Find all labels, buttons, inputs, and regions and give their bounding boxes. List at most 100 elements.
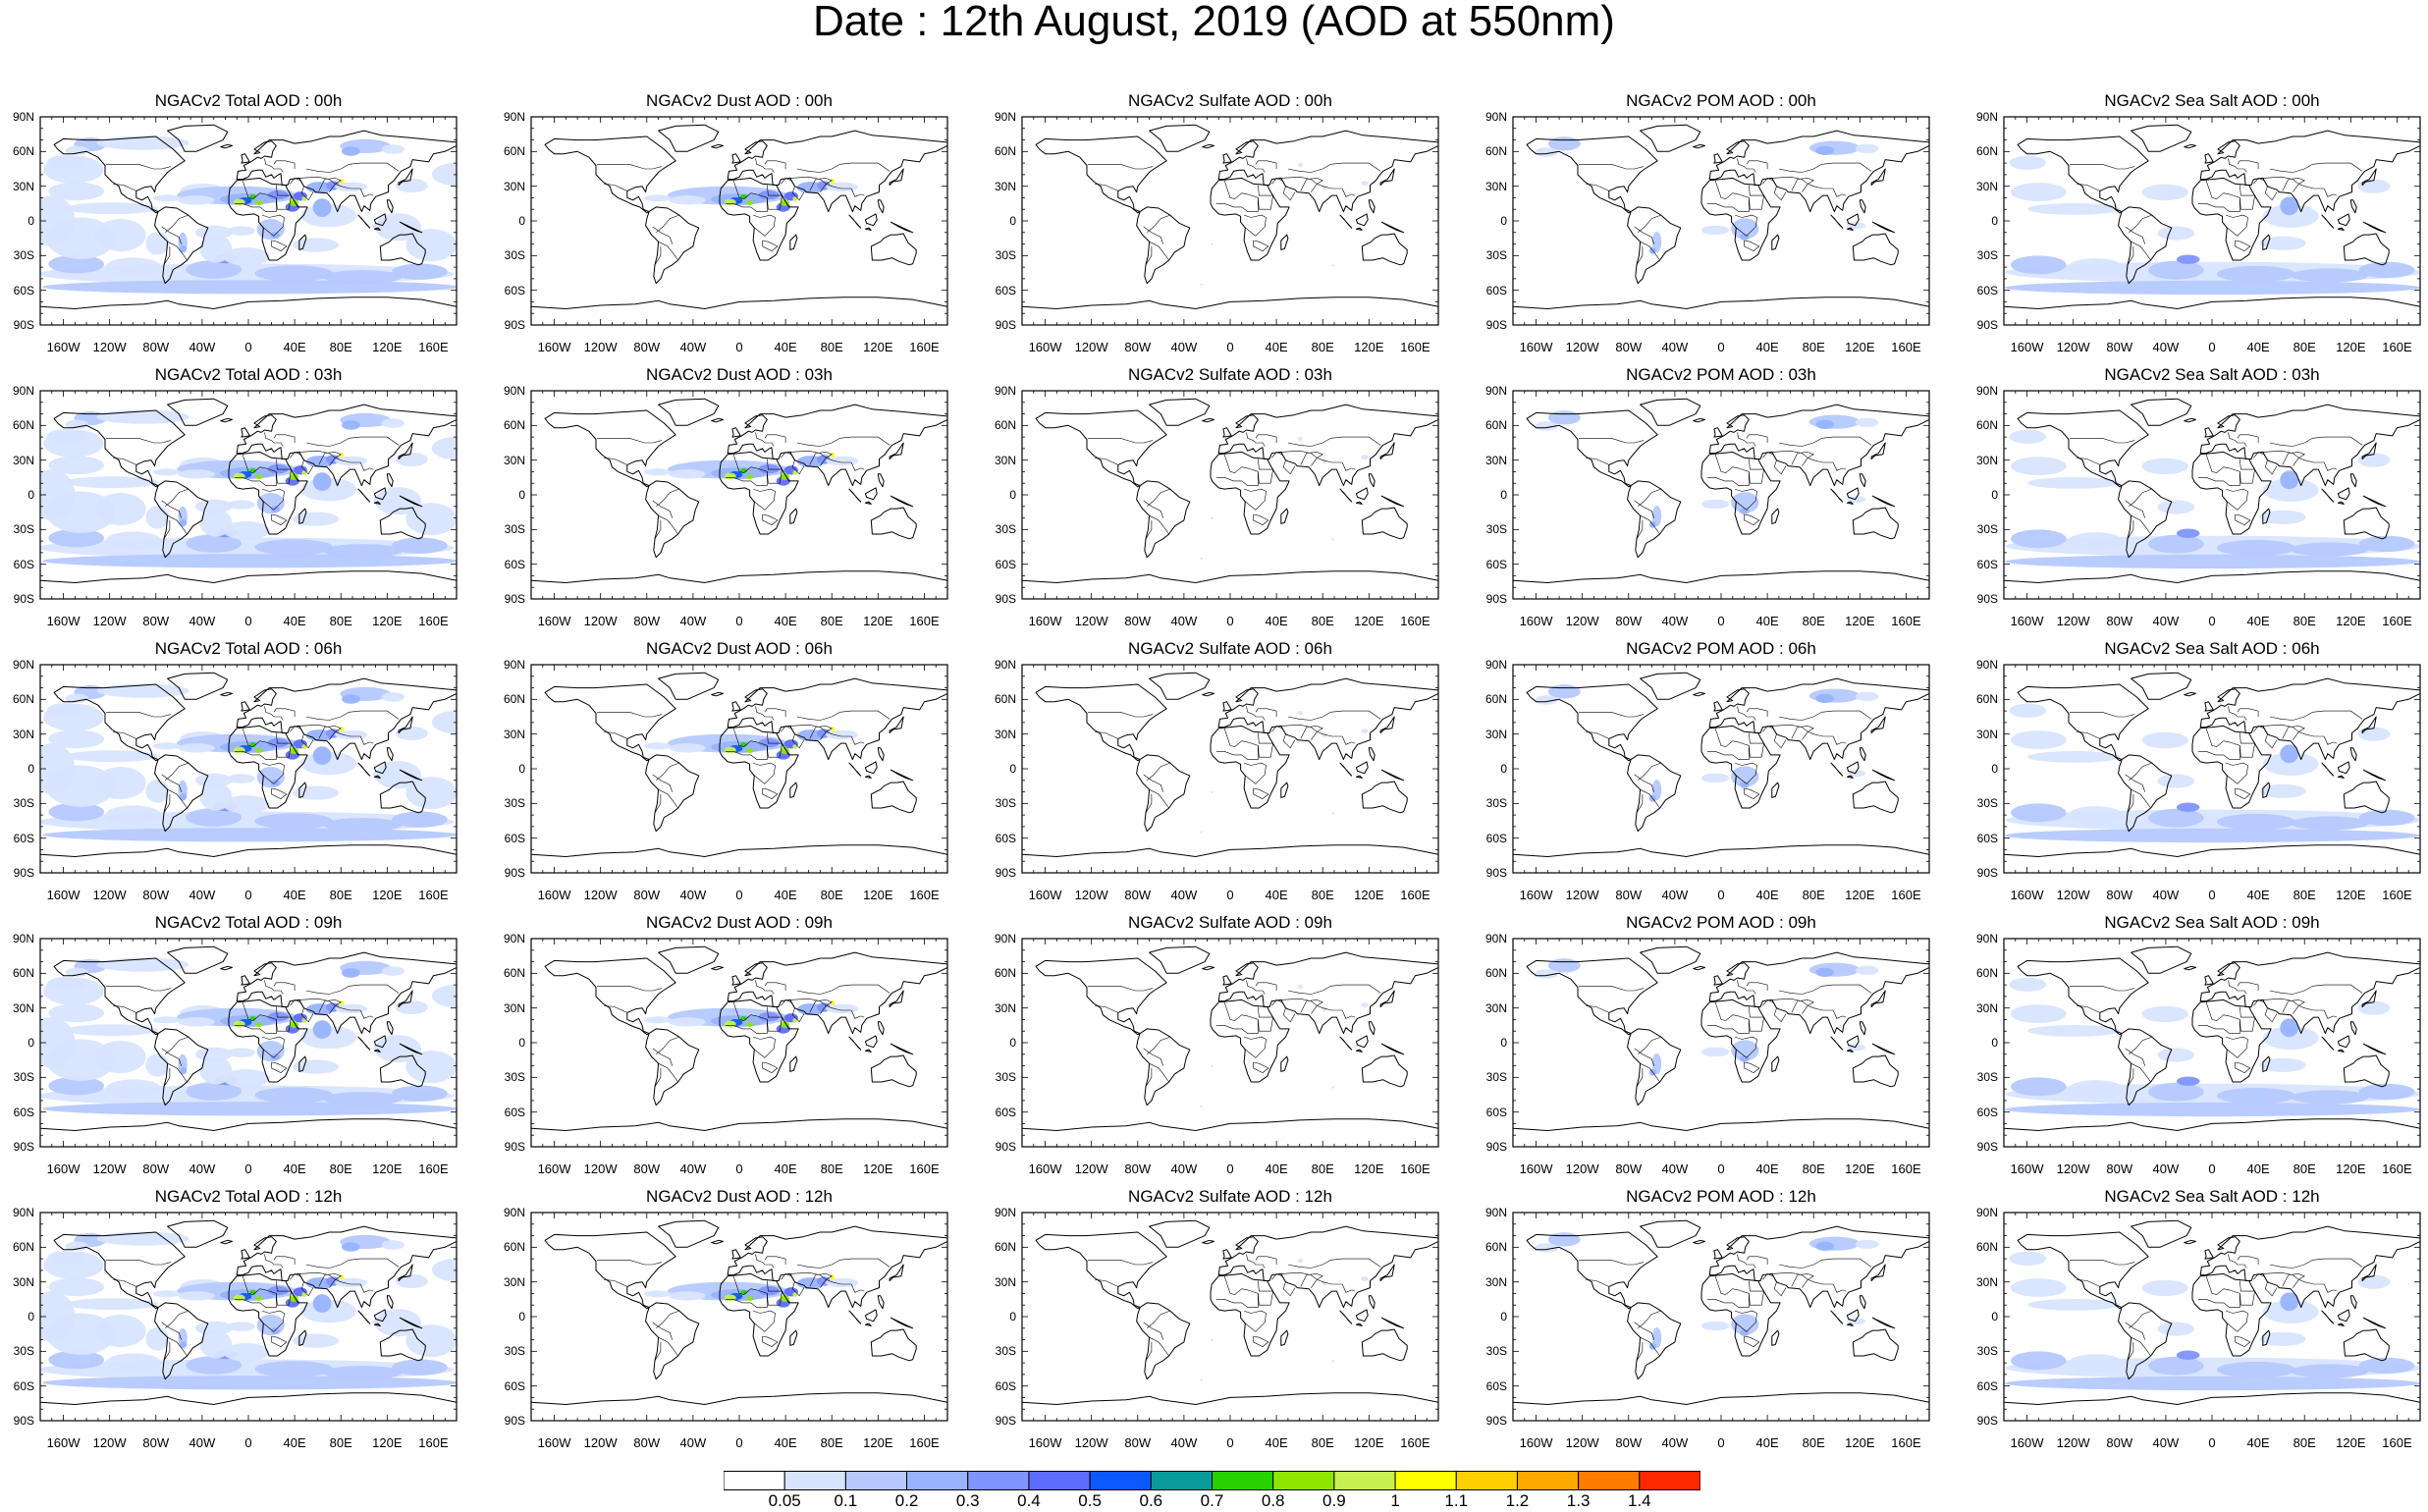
lat-tick-label: 30S bbox=[1976, 248, 1998, 263]
aod-region bbox=[1361, 181, 1369, 186]
coastline bbox=[53, 957, 186, 1036]
coastline bbox=[731, 975, 741, 986]
aod-region bbox=[758, 1012, 780, 1022]
country-border bbox=[1143, 1048, 1163, 1066]
colorbar-tick-label: 1.3 bbox=[1566, 1491, 1591, 1510]
lon-tick-label: 80E bbox=[2293, 1435, 2316, 1450]
aod-region bbox=[826, 182, 859, 192]
map-panel-sulfate-09h: NGACv2 Sulfate AOD : 09h 90N 60N 30N 0 30S 60S… bbox=[995, 913, 1439, 1175]
country-border bbox=[604, 458, 627, 465]
aod-region bbox=[1298, 1258, 1303, 1264]
coastline bbox=[1830, 762, 1844, 777]
coastline bbox=[1513, 297, 1929, 310]
coastline bbox=[2131, 945, 2192, 974]
country-border bbox=[1088, 164, 1154, 170]
coastline bbox=[864, 227, 872, 231]
map-plot bbox=[1512, 1212, 1930, 1422]
coastline bbox=[2017, 409, 2149, 488]
lat-tick-label: 60S bbox=[1976, 831, 1998, 845]
aod-region bbox=[292, 512, 340, 526]
lon-tick-label: 80E bbox=[329, 1435, 352, 1450]
lon-tick-label: 0 bbox=[1226, 1435, 1234, 1450]
coastline bbox=[1368, 473, 1376, 488]
aod-region bbox=[669, 469, 706, 479]
aod-region bbox=[2004, 280, 2420, 296]
lat-tick-label: 90S bbox=[1485, 1140, 1507, 1154]
coastline bbox=[2004, 1392, 2420, 1406]
country-border bbox=[604, 1005, 627, 1013]
lat-tick-label: 90N bbox=[1975, 932, 1998, 945]
country-border bbox=[1737, 706, 1756, 721]
lon-tick-label: 120E bbox=[1354, 614, 1384, 628]
coastline bbox=[2184, 1239, 2196, 1245]
map-plot bbox=[2003, 938, 2421, 1148]
aod-region bbox=[65, 1024, 158, 1037]
aod-region bbox=[405, 777, 457, 810]
coastline bbox=[357, 488, 371, 503]
country-border bbox=[2228, 980, 2247, 995]
country-border bbox=[1255, 708, 1277, 717]
coastline bbox=[711, 1239, 724, 1245]
coastline bbox=[298, 1329, 307, 1346]
country-border bbox=[2070, 986, 2135, 992]
aod-region bbox=[94, 1041, 146, 1073]
country-border bbox=[1791, 1273, 1814, 1288]
aod-region bbox=[186, 260, 242, 279]
lon-tick-label: 80E bbox=[2293, 340, 2316, 354]
lat-tick-label: 90N bbox=[1484, 110, 1507, 124]
aod-region bbox=[65, 693, 89, 703]
aod-region bbox=[1855, 417, 1879, 427]
coastline bbox=[241, 701, 250, 712]
country-border bbox=[2127, 1341, 2134, 1361]
lon-tick-label: 40W bbox=[189, 340, 216, 354]
lat-tick-label: 30S bbox=[995, 1070, 1016, 1085]
lon-tick-label: 40E bbox=[1755, 340, 1779, 354]
colorbar-box bbox=[1639, 1471, 1700, 1490]
lon-tick-label: 120W bbox=[1074, 614, 1108, 628]
coastline bbox=[2199, 951, 2420, 1035]
coastline bbox=[731, 701, 741, 712]
lat-tick-label: 90S bbox=[995, 1140, 1016, 1154]
colorbar-tick-label: 0.7 bbox=[1200, 1491, 1224, 1510]
coastline bbox=[2349, 473, 2357, 488]
lat-tick-label: 90N bbox=[994, 384, 1016, 398]
lon-tick-label: 40W bbox=[1661, 1161, 1689, 1176]
lon-tick-label: 80W bbox=[633, 1161, 661, 1176]
coastline bbox=[2343, 781, 2390, 814]
coastline bbox=[1859, 747, 1866, 762]
country-border bbox=[1832, 735, 1847, 745]
aod-region bbox=[431, 710, 457, 734]
aod-region bbox=[152, 1016, 181, 1024]
aod-region bbox=[1211, 516, 1214, 520]
country-border bbox=[652, 1048, 673, 1066]
aod-region bbox=[233, 1020, 245, 1028]
lat-tick-label: 30N bbox=[994, 1274, 1016, 1289]
coastline bbox=[1852, 233, 1899, 266]
coastline bbox=[1136, 754, 1191, 833]
lon-tick-label: 40W bbox=[189, 614, 216, 628]
country-border bbox=[725, 728, 768, 760]
country-border bbox=[1746, 982, 1768, 991]
aod-region bbox=[65, 419, 89, 429]
lat-tick-label: 0 bbox=[1500, 1036, 1507, 1050]
country-border bbox=[656, 488, 679, 508]
aod-region bbox=[180, 518, 188, 526]
lon-tick-label: 160E bbox=[1891, 1435, 1921, 1450]
country-border bbox=[113, 1005, 136, 1013]
coastline bbox=[531, 570, 947, 584]
country-border bbox=[1149, 1062, 1169, 1083]
aod-region bbox=[381, 1240, 405, 1250]
panel-title: NGACv2 Sea Salt AOD : 06h bbox=[2104, 639, 2320, 658]
country-border bbox=[1832, 1283, 1847, 1293]
country-border bbox=[2077, 1005, 2100, 1013]
aod-region bbox=[758, 1286, 780, 1296]
coastline bbox=[1859, 1021, 1866, 1036]
aod-region bbox=[2141, 731, 2188, 749]
aod-region bbox=[96, 409, 189, 424]
aod-region bbox=[223, 1343, 270, 1362]
aod-region bbox=[94, 493, 146, 525]
country-border bbox=[1145, 1341, 1153, 1361]
aod-region bbox=[405, 1051, 457, 1084]
coastline bbox=[1380, 769, 1405, 782]
country-border bbox=[1586, 458, 1609, 465]
